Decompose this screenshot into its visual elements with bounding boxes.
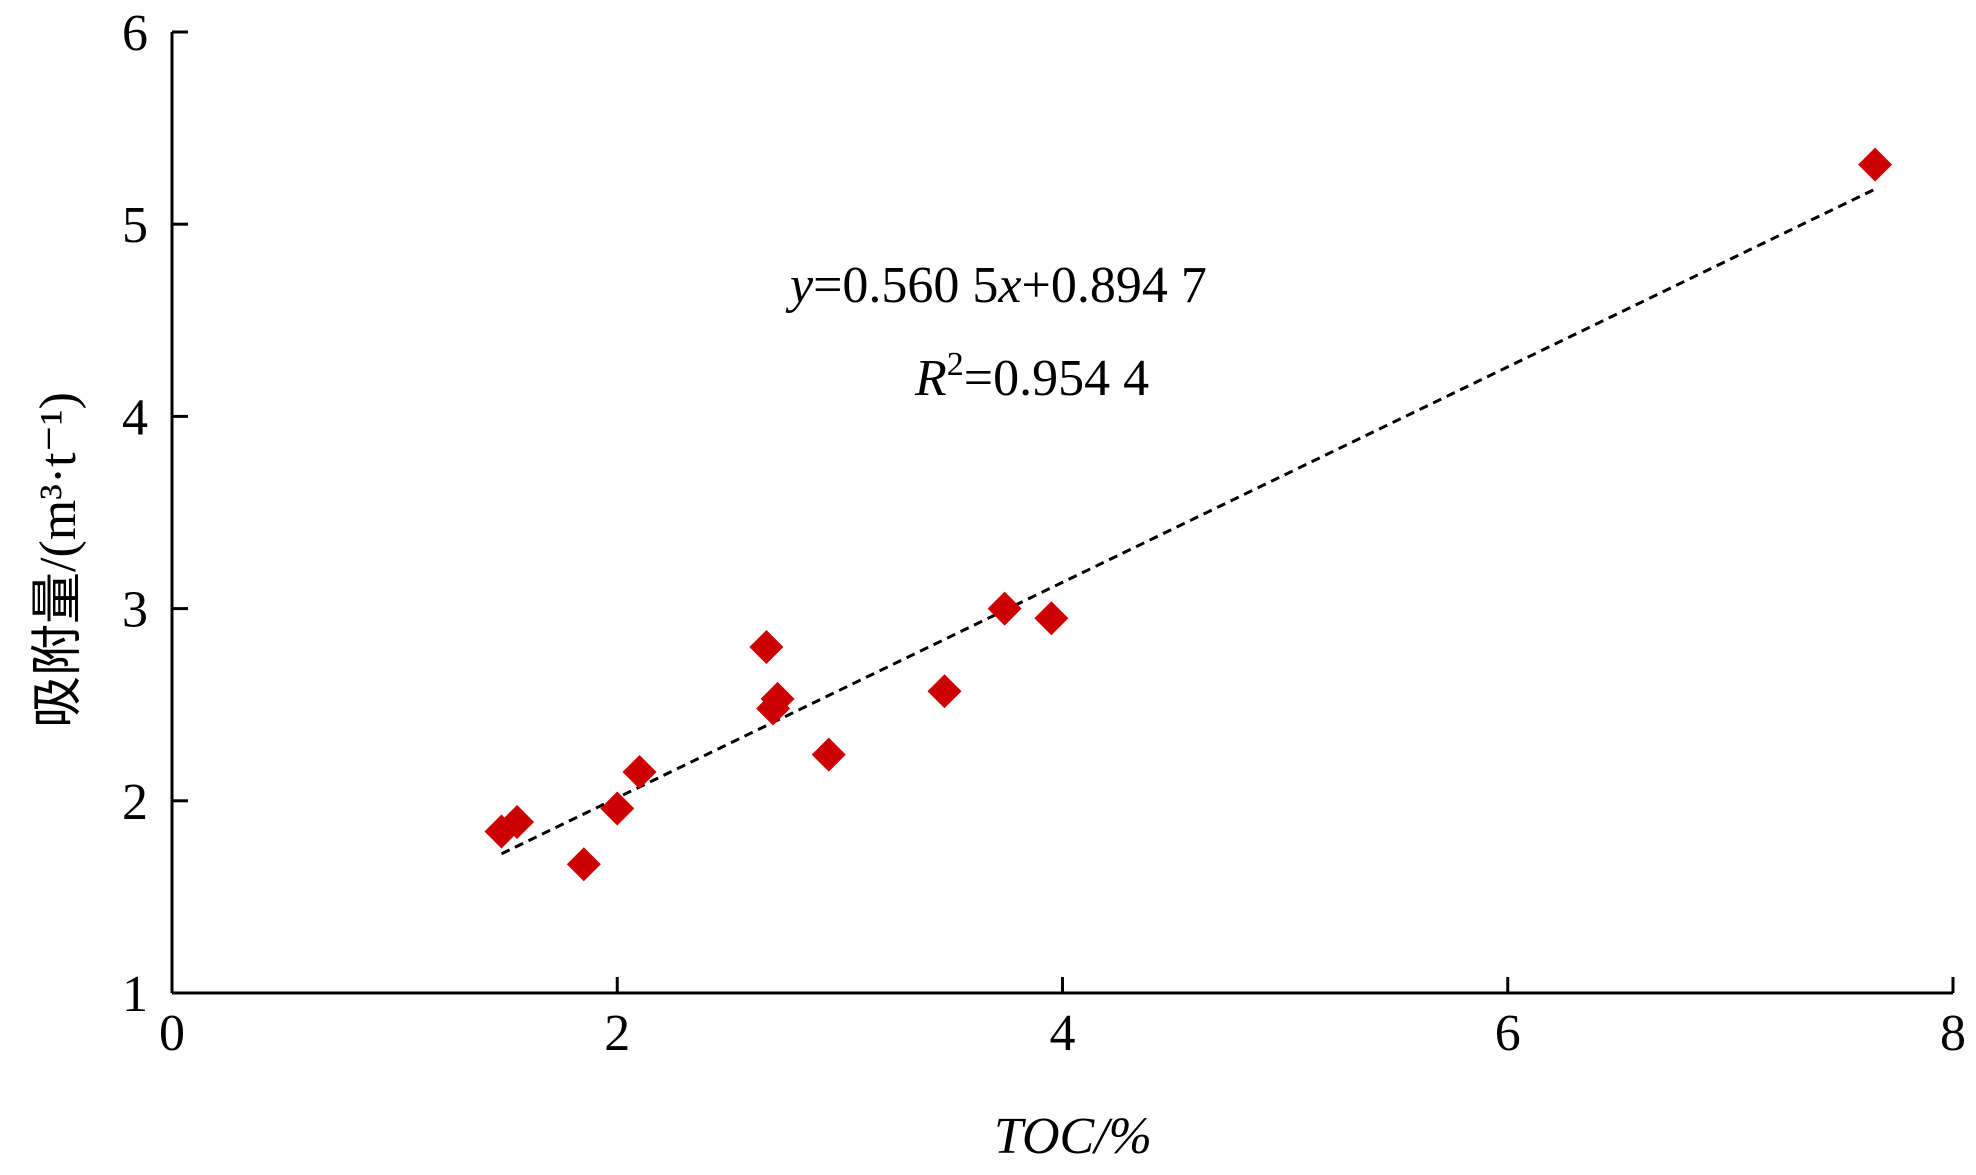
equation-x-var: x <box>997 257 1021 314</box>
x-tick-label: 8 <box>1940 1005 1966 1062</box>
y-tick-label: 6 <box>122 5 148 62</box>
y-tick-label: 4 <box>122 389 148 446</box>
equation-y-var: y <box>785 257 814 314</box>
y-axis-title: 吸附量/(m³·t⁻¹) <box>30 392 87 728</box>
data-point <box>749 630 784 665</box>
y-tick-label: 5 <box>122 197 148 254</box>
x-tick-label: 6 <box>1495 1005 1521 1062</box>
r-squared-value: =0.954 4 <box>964 350 1149 407</box>
x-tick-label: 4 <box>1050 1005 1076 1062</box>
equation-slope-text: =0.560 5 <box>813 257 998 314</box>
axes: 0 2 4 6 8 1 2 3 4 5 6 <box>122 5 1966 1062</box>
data-point <box>1034 601 1069 636</box>
regression-equation: y=0.560 5x+0.894 7 <box>785 257 1207 314</box>
data-point <box>500 804 535 839</box>
x-axis-title: TOC/% <box>994 1108 1152 1165</box>
data-point <box>600 791 635 826</box>
x-tick-label: 0 <box>159 1005 185 1062</box>
data-point <box>622 754 657 789</box>
x-tick-label: 2 <box>604 1005 630 1062</box>
y-ticks: 1 2 3 4 5 6 <box>122 5 188 1023</box>
y-tick-label: 2 <box>122 774 148 831</box>
r-squared-superscript: 2 <box>947 346 964 383</box>
y-tick-label: 3 <box>122 582 148 639</box>
data-point <box>1858 147 1893 182</box>
data-points <box>484 147 1893 882</box>
x-ticks: 0 2 4 6 8 <box>159 977 1966 1062</box>
equation-intercept-text: +0.894 7 <box>1022 257 1207 314</box>
r-squared: R2=0.954 4 <box>914 346 1149 407</box>
r-squared-symbol: R <box>914 350 947 407</box>
y-tick-label: 1 <box>122 966 148 1023</box>
data-point <box>927 674 962 709</box>
data-point <box>811 737 846 772</box>
data-point <box>987 591 1022 626</box>
data-point <box>566 847 601 882</box>
data-point <box>760 681 795 716</box>
